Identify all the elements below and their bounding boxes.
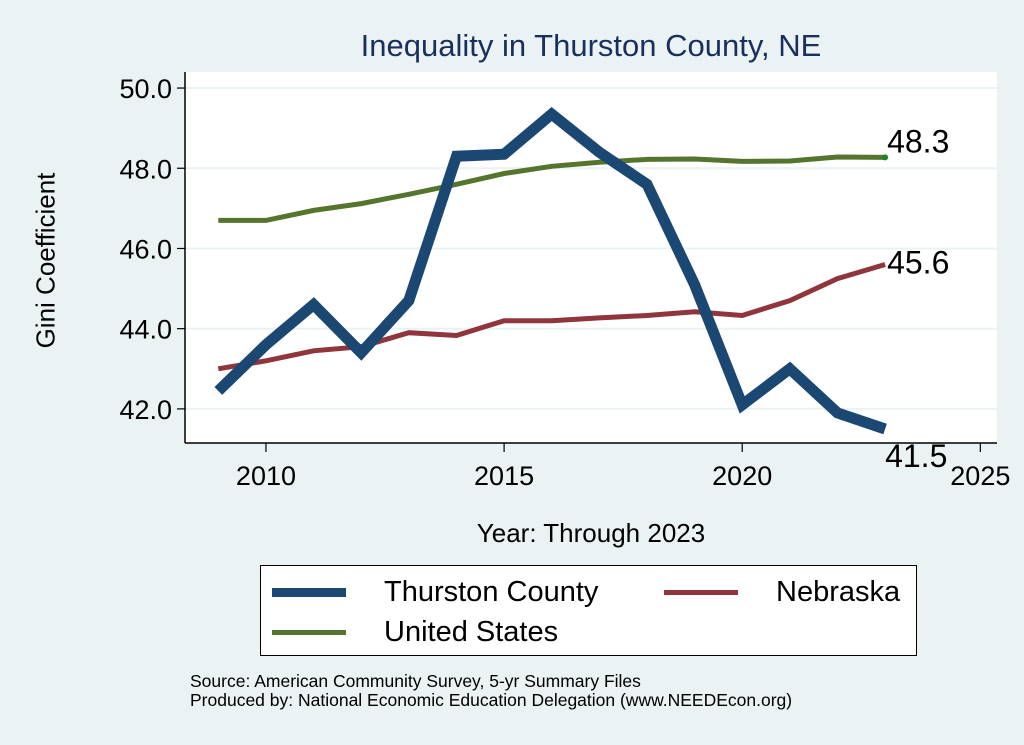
legend-label-nebraska: Nebraska [776,576,901,608]
tick-labels: 42.0 44.0 46.0 48.0 50.0 2010 2015 2020 2025 [119,74,1010,491]
x-axis-label: Year: Through 2023 [476,518,706,548]
y-tick-label: 50.0 [119,74,172,104]
x-tick-label: 2015 [474,461,534,491]
chart-title: Inequality in Thurston County, NE [360,28,822,63]
x-tick-label: 2025 [950,461,1010,491]
series-line-united-states [218,154,886,223]
series-lines [214,106,889,435]
end-label-nebraska: 45.6 [887,245,949,281]
legend-item-thurston: Thurston County [272,576,598,609]
legend-swatch-thurston [272,588,346,597]
x-tick-label: 2020 [712,461,772,491]
y-tick-label: 46.0 [119,234,172,264]
end-label-thurston-county: 41.5 [885,438,947,474]
us-end-marker [882,154,889,161]
y-tick-label: 48.0 [119,154,172,184]
end-labels: 41.5 45.6 48.3 [885,123,949,474]
produced-by-line: Produced by: National Economic Education… [190,690,793,710]
series-line-thurston-county [214,106,887,435]
grid-lines [185,87,997,410]
legend-label-us: United States [384,616,559,648]
axes [177,72,997,452]
source-line: Source: American Community Survey, 5-yr … [190,671,641,691]
y-tick-label: 44.0 [119,315,172,345]
end-label-united-states: 48.3 [887,123,949,159]
legend-item-us: United States [272,616,558,649]
legend-label-thurston: Thurston County [384,576,599,608]
y-tick-label: 42.0 [119,395,172,425]
legend: Thurston County Nebraska United States [260,565,917,656]
y-axis-label: Gini Coefficient [30,172,61,349]
plot-area [185,72,997,443]
source-note: Source: American Community Survey, 5-yr … [190,672,792,710]
legend-item-nebraska: Nebraska [664,576,900,609]
legend-swatch-us [272,630,346,635]
series-line-nebraska [217,262,886,372]
legend-swatch-nebraska [664,590,738,595]
x-tick-label: 2010 [236,461,296,491]
